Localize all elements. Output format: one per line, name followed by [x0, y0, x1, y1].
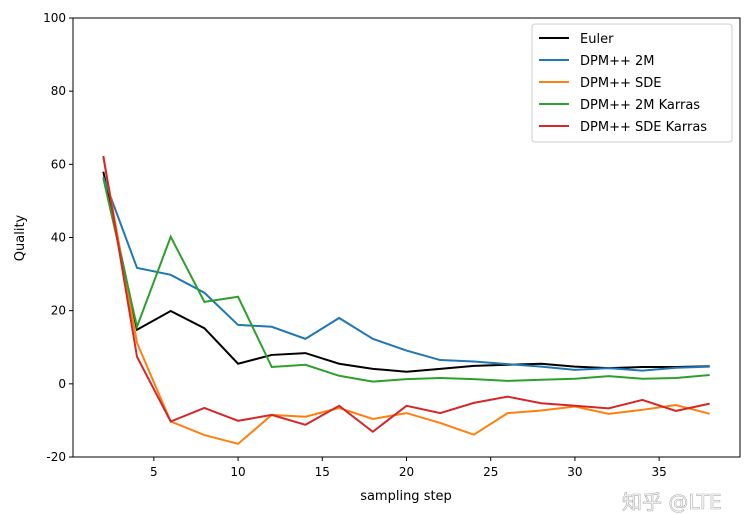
series-line-dpm-2m-karras — [102, 178, 710, 383]
x-tick-label: 5 — [150, 465, 158, 479]
y-tick-label: 40 — [51, 231, 66, 245]
plot-lines — [102, 155, 710, 445]
y-tick-label: 100 — [43, 11, 66, 25]
x-axis-label: sampling step — [360, 489, 452, 504]
legend-box — [531, 23, 733, 143]
legend-label: DPM++ SDE — [580, 76, 661, 91]
y-tick-label: 0 — [58, 377, 66, 391]
legend-label: DPM++ 2M — [580, 54, 654, 69]
y-tick-label: -20 — [46, 450, 66, 464]
legend: Euler DPM++ 2M DPM++ SDE DPM++ 2M Karras DPM… — [531, 23, 733, 143]
x-axis-ticks: 5 10 15 20 25 30 35 — [150, 457, 667, 479]
series-line-dpm-2m — [102, 176, 710, 372]
legend-label: Euler — [580, 32, 614, 47]
x-tick-label: 15 — [315, 465, 330, 479]
y-tick-label: 60 — [51, 157, 66, 171]
series-line-euler — [102, 171, 710, 373]
legend-label: DPM++ SDE Karras — [580, 120, 707, 135]
y-tick-label: 80 — [51, 84, 66, 98]
y-axis-ticks: -20 0 20 40 60 80 100 — [43, 11, 73, 464]
x-tick-label: 20 — [399, 465, 414, 479]
x-tick-label: 35 — [652, 465, 667, 479]
x-tick-label: 25 — [483, 465, 498, 479]
legend-label: DPM++ 2M Karras — [580, 98, 700, 113]
x-tick-label: 30 — [567, 465, 582, 479]
series-line-dpm-sde-karras — [102, 155, 710, 434]
y-axis-label: Quality — [13, 214, 28, 261]
y-tick-label: 20 — [51, 304, 66, 318]
series-line-dpm-sde — [102, 156, 710, 445]
watermark: 知乎 @LTE — [622, 490, 722, 514]
x-tick-label: 10 — [230, 465, 245, 479]
